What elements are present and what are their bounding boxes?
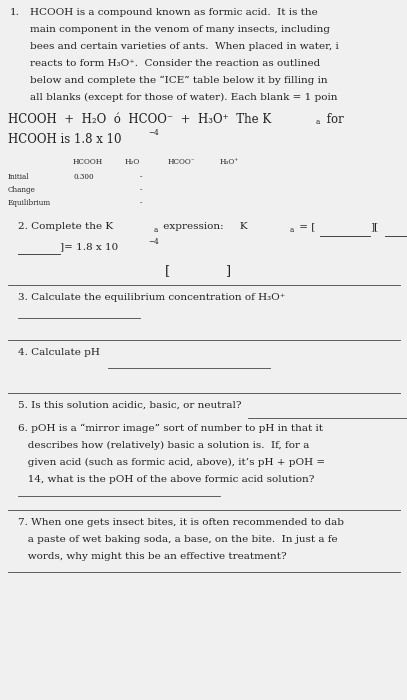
Text: all blanks (except for those of water). Each blank = 1 poin: all blanks (except for those of water). …: [30, 93, 337, 102]
Text: -: -: [140, 186, 142, 194]
Text: -: -: [140, 173, 142, 181]
Text: 4. Calculate pH: 4. Calculate pH: [18, 348, 100, 357]
Text: below and complete the “ICE” table below it by filling in: below and complete the “ICE” table below…: [30, 76, 328, 85]
Text: describes how (relatively) basic a solution is.  If, for a: describes how (relatively) basic a solut…: [18, 441, 309, 450]
Text: -: -: [140, 199, 142, 207]
Text: a: a: [316, 118, 320, 126]
Text: main component in the venom of many insects, including: main component in the venom of many inse…: [30, 25, 330, 34]
Text: a: a: [154, 226, 158, 234]
Text: a paste of wet baking soda, a base, on the bite.  In just a fe: a paste of wet baking soda, a base, on t…: [18, 535, 338, 544]
Text: HCOOH: HCOOH: [73, 158, 103, 166]
Text: 7. When one gets insect bites, it is often recommended to dab: 7. When one gets insect bites, it is oft…: [18, 518, 344, 527]
Text: a: a: [290, 226, 294, 234]
Text: ]: ]: [225, 264, 230, 277]
Text: given acid (such as formic acid, above), it’s pH + pOH =: given acid (such as formic acid, above),…: [18, 458, 325, 467]
Text: [: [: [165, 264, 170, 277]
Text: HCOOH  +  H₂O  ó  HCOO⁻  +  H₃O⁺  The K: HCOOH + H₂O ó HCOO⁻ + H₃O⁺ The K: [8, 113, 271, 126]
Text: HCOOH is 1.8 x 10: HCOOH is 1.8 x 10: [8, 133, 122, 146]
Text: 3. Calculate the equilibrium concentration of H₃O⁺: 3. Calculate the equilibrium concentrati…: [18, 293, 285, 302]
Text: HCOOH is a compound known as formic acid.  It is the: HCOOH is a compound known as formic acid…: [30, 8, 318, 17]
Text: 0.300: 0.300: [73, 173, 94, 181]
Text: 14, what is the pOH of the above formic acid solution?: 14, what is the pOH of the above formic …: [18, 475, 314, 484]
Text: = [: = [: [296, 222, 315, 231]
Text: Change: Change: [8, 186, 36, 194]
Text: 5. Is this solution acidic, basic, or neutral?: 5. Is this solution acidic, basic, or ne…: [18, 401, 241, 410]
Text: HCOO⁻: HCOO⁻: [168, 158, 196, 166]
Text: for: for: [323, 113, 344, 126]
Text: H₃O⁺: H₃O⁺: [220, 158, 239, 166]
Text: bees and certain varieties of ants.  When placed in water, i: bees and certain varieties of ants. When…: [30, 42, 339, 51]
Text: reacts to form H₃O⁺.  Consider the reaction as outlined: reacts to form H₃O⁺. Consider the reacti…: [30, 59, 320, 68]
Text: 6. pOH is a “mirror image” sort of number to pH in that it: 6. pOH is a “mirror image” sort of numbe…: [18, 424, 323, 433]
Text: 1.: 1.: [10, 8, 20, 17]
Text: ][: ][: [370, 222, 378, 231]
Text: Equilibrium: Equilibrium: [8, 199, 51, 207]
Text: −4: −4: [148, 129, 159, 137]
Text: Initial: Initial: [8, 173, 30, 181]
Text: ]= 1.8 x 10: ]= 1.8 x 10: [60, 242, 118, 251]
Text: words, why might this be an effective treatment?: words, why might this be an effective tr…: [18, 552, 287, 561]
Text: H₂O: H₂O: [125, 158, 140, 166]
Text: 2. Complete the K: 2. Complete the K: [18, 222, 113, 231]
Text: expression:     K: expression: K: [160, 222, 247, 231]
Text: −4: −4: [148, 238, 159, 246]
